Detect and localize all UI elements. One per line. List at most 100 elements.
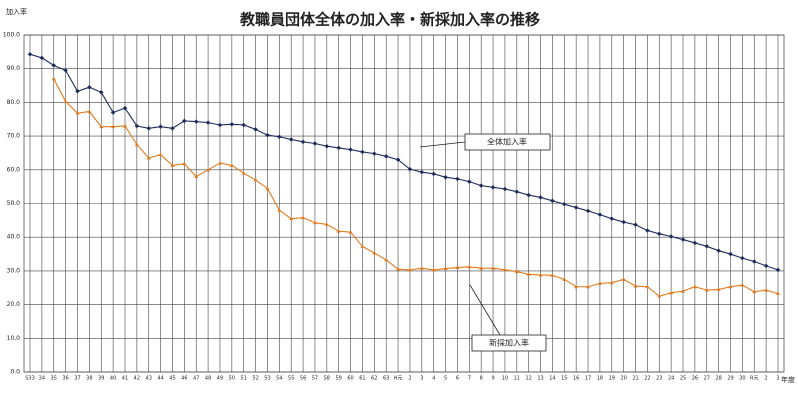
y-tick-label: 10.0 [7, 335, 21, 342]
marker [277, 208, 282, 212]
marker [419, 266, 424, 270]
marker [407, 267, 412, 272]
y-axis-title: 加入率 [6, 7, 27, 16]
marker [288, 137, 294, 142]
x-tick-label: 24 [668, 376, 674, 382]
x-tick-label: 59 [336, 376, 342, 382]
marker [51, 63, 57, 68]
x-tick-label: 52 [252, 376, 258, 382]
marker [751, 259, 757, 264]
marker [740, 255, 745, 261]
marker [538, 272, 543, 277]
marker [372, 151, 377, 156]
marker [574, 284, 579, 289]
x-tick-label: 3 [420, 376, 423, 382]
x-tick-label: 41 [122, 376, 128, 382]
marker [300, 139, 306, 145]
x-tick-label: 58 [324, 376, 330, 382]
series-label: 全体加入率 [487, 137, 527, 147]
x-tick-label: 29 [727, 376, 733, 382]
x-tick-label: 42 [134, 376, 140, 382]
marker [645, 228, 650, 233]
marker [229, 122, 235, 127]
marker [312, 141, 318, 146]
x-tick-label: 61 [359, 376, 365, 382]
x-tick-label: 25 [680, 376, 686, 382]
marker [384, 257, 389, 262]
marker [716, 287, 721, 291]
marker [752, 289, 757, 294]
x-tick-label: 14 [549, 376, 555, 382]
x-tick-label: S33 [25, 376, 35, 382]
marker [289, 216, 294, 221]
x-tick-label: 36 [62, 376, 68, 382]
marker [98, 90, 104, 95]
marker [348, 229, 353, 234]
x-tick-label: 23 [656, 376, 662, 382]
x-tick-label: 7 [468, 376, 471, 382]
x-tick-label: 22 [644, 376, 650, 382]
y-tick-label: 70.0 [7, 133, 21, 140]
marker [419, 169, 425, 175]
x-tick-label: 35 [51, 376, 57, 382]
marker [253, 177, 258, 182]
marker [431, 171, 436, 177]
marker [193, 119, 199, 124]
x-tick-label: 10 [502, 376, 508, 382]
marker [728, 251, 733, 257]
marker [479, 266, 484, 270]
x-tick-label: 3 [776, 376, 779, 382]
x-tick-label: 4 [432, 376, 435, 382]
marker [455, 265, 460, 270]
marker [87, 84, 92, 90]
marker [716, 248, 721, 253]
marker [205, 120, 211, 125]
x-tick-label: 51 [241, 376, 247, 382]
marker [490, 185, 496, 190]
marker [657, 231, 662, 237]
marker [550, 273, 555, 277]
marker [324, 143, 330, 149]
marker [146, 126, 151, 131]
marker [775, 267, 781, 273]
marker [324, 222, 329, 226]
marker [301, 215, 306, 220]
marker [562, 201, 567, 207]
marker [514, 269, 519, 274]
x-tick-label: 6 [456, 376, 459, 382]
x-axis-title: 年度 [781, 375, 795, 384]
marker [383, 154, 389, 159]
x-tick-label: 46 [181, 376, 187, 382]
marker [668, 234, 674, 239]
x-tick-label: 20 [620, 376, 626, 382]
marker [538, 195, 543, 200]
marker [597, 212, 603, 217]
y-tick-label: 90.0 [7, 65, 21, 72]
x-tick-label: 13 [537, 376, 543, 382]
marker [586, 284, 591, 289]
callout-box [471, 334, 547, 352]
marker [75, 110, 80, 115]
y-tick-label: 20.0 [7, 301, 21, 308]
marker [99, 124, 104, 129]
marker [431, 267, 436, 272]
marker [669, 290, 674, 295]
y-tick-label: 0.0 [10, 369, 20, 376]
marker [122, 123, 127, 128]
y-tick-label: 50.0 [7, 200, 21, 207]
marker [146, 155, 151, 160]
x-tick-label: 45 [169, 376, 175, 382]
marker [312, 220, 317, 225]
marker [573, 205, 579, 210]
marker [277, 134, 282, 140]
x-tick-label: 53 [264, 376, 270, 382]
x-tick-label: 50 [229, 376, 235, 382]
x-tick-label: H元 [394, 376, 403, 382]
x-tick-label: 38 [86, 376, 92, 382]
marker [657, 293, 662, 298]
marker [443, 266, 448, 271]
marker [87, 109, 92, 113]
marker [728, 284, 733, 289]
marker [348, 147, 353, 152]
